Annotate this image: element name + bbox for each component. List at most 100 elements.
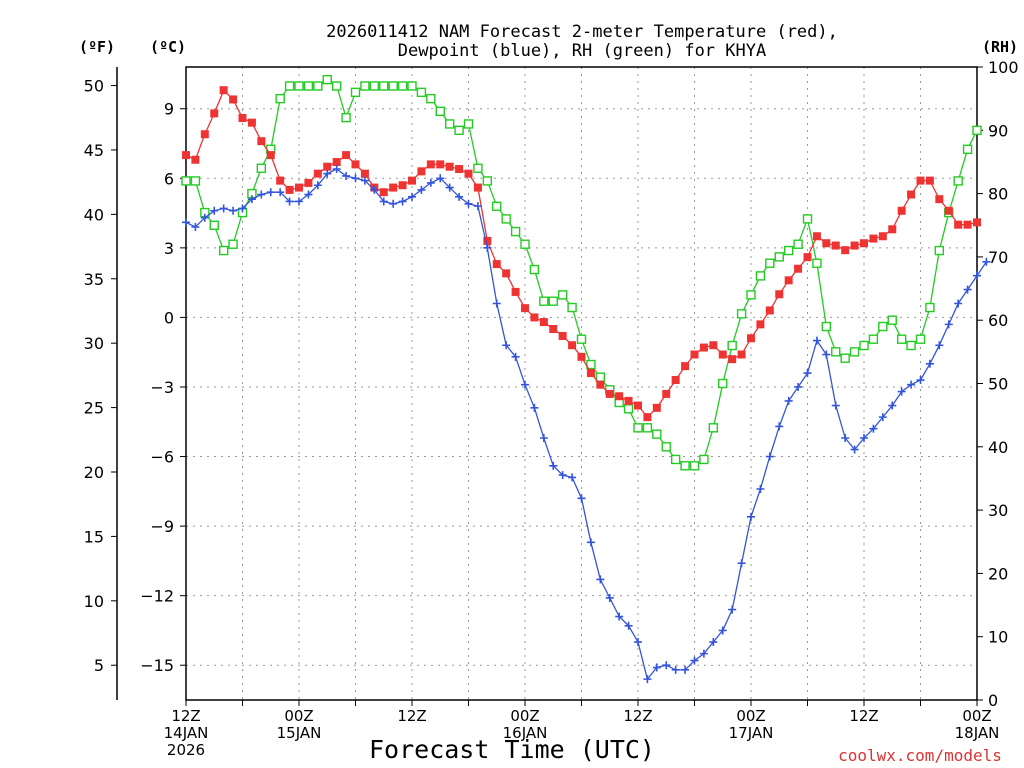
dewpoint-point — [888, 401, 897, 410]
time-tick-label: 12Z — [623, 707, 652, 725]
rh-point — [783, 245, 794, 256]
rh-point — [765, 258, 775, 268]
temperature-point — [831, 241, 840, 250]
dewpoint-point — [963, 285, 972, 294]
dewpoint-point — [709, 638, 718, 647]
dewpoint-point — [699, 649, 708, 658]
rh-point — [746, 290, 756, 300]
temperature-point — [473, 183, 482, 192]
dewpoint-point — [323, 169, 332, 178]
chart-title: 2026011412 NAM Forecast 2-meter Temperat… — [326, 22, 838, 42]
rh-point — [492, 201, 502, 211]
temperature-point — [869, 234, 878, 243]
celsius-tick-label: 9 — [164, 100, 174, 119]
dewpoint-point — [539, 433, 548, 442]
temperature-point — [360, 169, 369, 178]
rh-series — [181, 74, 982, 471]
temperature-point — [445, 162, 454, 171]
dewpoint-point — [662, 661, 671, 670]
fahrenheit-tick-label: 35 — [84, 270, 104, 289]
dewpoint-point — [549, 461, 558, 470]
rh-point — [482, 176, 493, 186]
temperature-point — [276, 176, 285, 185]
celsius-tick-label: −6 — [150, 448, 174, 467]
dewpoint-point — [342, 171, 351, 180]
rh-point — [341, 112, 351, 123]
rh-point — [284, 81, 295, 91]
dewpoint-point — [925, 359, 934, 368]
rh-point — [595, 372, 606, 382]
rh-point — [322, 74, 332, 85]
temperature-point — [775, 290, 784, 299]
temperature-point — [624, 396, 633, 405]
time-tick-label: 2026 — [167, 741, 205, 759]
dewpoint-point — [916, 376, 925, 385]
rh-point — [416, 87, 427, 98]
rh-point — [181, 176, 191, 186]
time-tick-label: 17JAN — [729, 724, 774, 742]
dewpoint-point — [577, 494, 586, 503]
dewpoint-point — [681, 665, 690, 674]
rh-point — [350, 87, 361, 98]
dewpoint-point — [351, 174, 360, 183]
time-tick-label: 12Z — [397, 707, 426, 725]
temperature-point — [342, 151, 351, 160]
dewpoint-point — [530, 403, 539, 412]
rh-point — [906, 340, 916, 351]
dewpoint-point — [794, 382, 803, 391]
dewpoint-point — [445, 183, 454, 192]
rh-point — [501, 214, 511, 224]
temperature-point — [878, 232, 887, 241]
rh-point — [473, 163, 483, 173]
dewpoint-point — [671, 665, 680, 674]
rh-point — [313, 81, 323, 91]
temperature-point — [662, 389, 671, 398]
dewpoint-point — [831, 401, 840, 410]
rh-point — [557, 290, 568, 300]
rh-point — [793, 239, 803, 249]
fahrenheit-tick-label: 45 — [84, 141, 104, 160]
dewpoint-point — [869, 424, 878, 433]
rh-point — [821, 321, 832, 332]
temperature-point — [229, 95, 238, 104]
dewpoint-point — [812, 336, 821, 345]
temperature-point — [850, 241, 859, 250]
temperature-point — [652, 403, 661, 412]
rh-point — [972, 125, 982, 136]
dewpoint-point — [426, 178, 435, 187]
time-tick-label: 15JAN — [277, 724, 322, 742]
temperature-point — [304, 178, 313, 187]
rh-point — [878, 321, 888, 332]
temperature-point — [549, 325, 558, 334]
time-tick-label: 18JAN — [955, 724, 1000, 742]
rh-point — [774, 252, 784, 262]
fahrenheit-tick-label: 50 — [84, 77, 104, 96]
rh-point — [831, 347, 841, 357]
temperature-point — [210, 109, 219, 118]
rh-point — [962, 144, 973, 154]
rh-point — [699, 454, 709, 465]
temperature-point — [285, 185, 294, 194]
temperature-point — [784, 276, 793, 285]
dewpoint-point — [266, 188, 275, 197]
fahrenheit-tick-label: 15 — [84, 527, 104, 546]
temperature-point — [643, 413, 652, 422]
temperature-point — [483, 236, 492, 245]
temperature-point — [718, 350, 727, 359]
temperature-point — [568, 341, 577, 350]
fahrenheit-unit-label: (ºF) — [79, 38, 115, 56]
fahrenheit-tick-label: 25 — [84, 399, 104, 418]
rh-tick-label: 90 — [988, 121, 1008, 140]
dewpoint-point — [210, 206, 219, 215]
temperature-point — [332, 158, 341, 167]
temperature-point — [558, 331, 567, 340]
temperature-point — [822, 239, 831, 248]
dewpoint-point — [521, 380, 529, 389]
temperature-point — [539, 318, 548, 327]
temperature-point — [577, 352, 586, 361]
fahrenheit-tick-label: 20 — [84, 463, 104, 482]
dewpoint-point — [483, 243, 492, 252]
dewpoint-point — [473, 202, 482, 211]
temperature-point — [426, 160, 435, 169]
dewpoint-point — [408, 192, 416, 201]
